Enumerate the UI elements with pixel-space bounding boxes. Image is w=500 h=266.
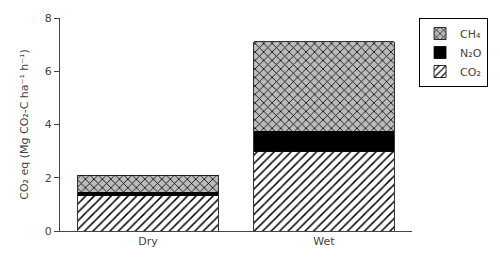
svg-text:8: 8: [45, 12, 52, 25]
svg-text:CO₂: CO₂: [460, 66, 481, 79]
svg-text:N₂O: N₂O: [460, 47, 482, 60]
svg-text:Wet: Wet: [313, 235, 335, 248]
svg-text:0: 0: [45, 225, 52, 238]
svg-text:CH₄: CH₄: [460, 28, 481, 41]
svg-text:CO₂ eq (Mg CO₂-C ha⁻¹ h⁻¹): CO₂ eq (Mg CO₂-C ha⁻¹ h⁻¹): [18, 49, 31, 200]
svg-text:Dry: Dry: [138, 235, 158, 248]
svg-text:4: 4: [45, 118, 52, 131]
svg-text:2: 2: [45, 172, 52, 185]
svg-text:6: 6: [45, 65, 52, 78]
